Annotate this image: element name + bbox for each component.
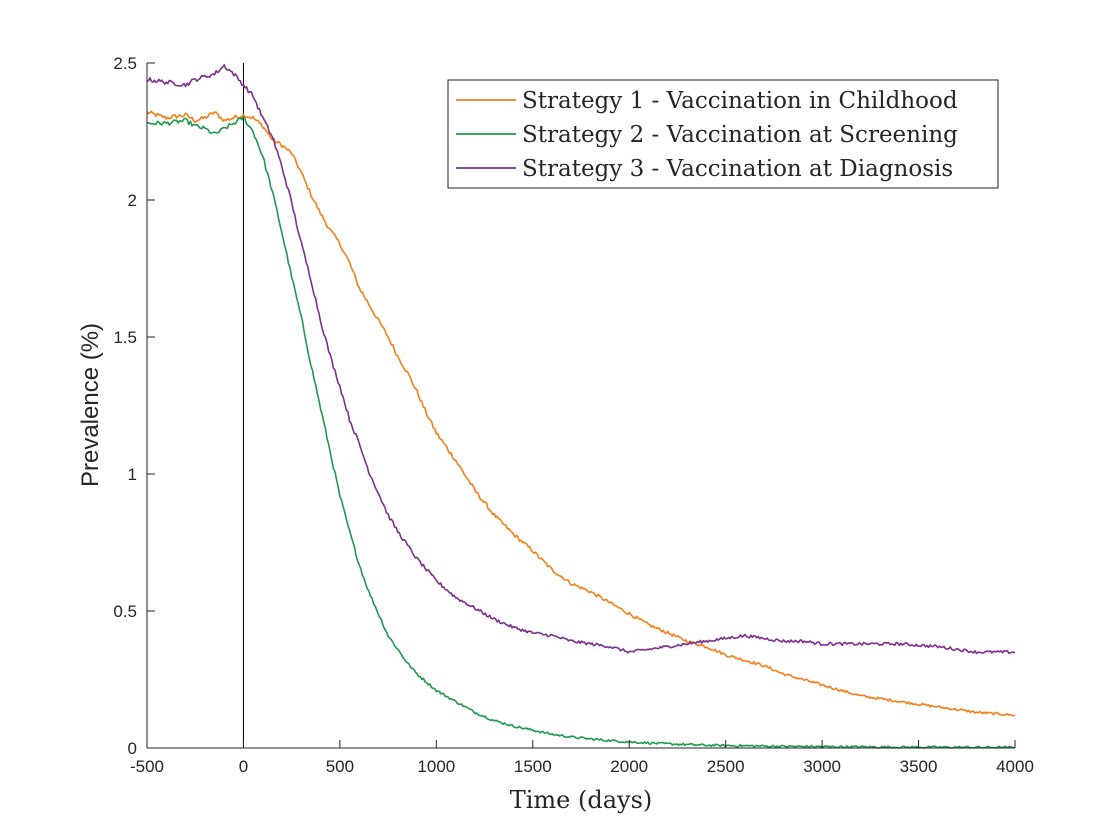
y-tick-label: 2.5 [113, 54, 137, 73]
legend: Strategy 1 - Vaccination in Childhood Str… [447, 79, 999, 189]
x-tick-label: 0 [239, 757, 248, 776]
y-tick-label: 0.5 [113, 602, 137, 621]
ticks-layer: -500 0 500 1000 1500 2000 2500 3000 3500 400000.5… [113, 54, 1034, 776]
x-tick-label: -500 [130, 757, 164, 776]
x-tick-label: 2500 [707, 757, 745, 776]
y-tick-label: 1.5 [113, 328, 137, 347]
legend-label-2: Strategy 2 - Vaccination at Screening [522, 122, 958, 148]
x-tick-label: 2000 [610, 757, 648, 776]
legend-box [447, 79, 999, 189]
series-line-1 [146, 110, 1016, 717]
y-tick-label: 1 [128, 465, 137, 484]
x-tick-label: 3000 [803, 757, 841, 776]
y-tick-label: 0 [128, 739, 137, 758]
x-tick-label: 3500 [900, 757, 938, 776]
series-line-2 [146, 115, 1016, 749]
series-line-3 [146, 64, 1016, 655]
x-tick-label: 1000 [417, 757, 455, 776]
x-tick-label: 4000 [996, 757, 1034, 776]
x-tick-label: 500 [326, 757, 354, 776]
y-axis-title: Prevalence (%) [77, 323, 104, 487]
series-layer [146, 64, 1016, 749]
legend-label-1: Strategy 1 - Vaccination in Childhood [522, 88, 958, 114]
x-tick-label: 1500 [514, 757, 552, 776]
axes-layer [146, 63, 1015, 749]
y-tick-label: 2 [128, 191, 137, 210]
legend-label-3: Strategy 3 - Vaccination at Diagnosis [522, 156, 953, 182]
x-axis-title: Time (days) [510, 786, 653, 814]
